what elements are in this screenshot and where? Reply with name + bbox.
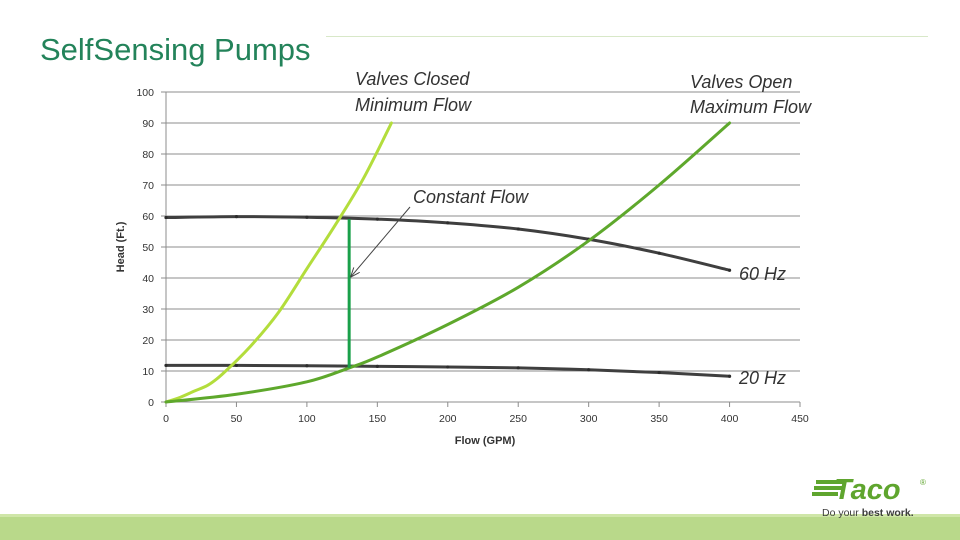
data-point-marker [657,370,661,375]
y-tick-label: 40 [142,273,154,285]
y-tick-label: 0 [148,397,154,409]
axes: 0 10 20 30 40 50 60 70 80 90 100 0 50 100 150 200 250 300… [115,87,809,447]
constant-flow-label: Constant Flow [413,187,529,207]
y-tick-label: 20 [142,335,154,347]
y-tick-label: 10 [142,366,154,378]
minimum-flow-label: Minimum Flow [355,95,472,115]
data-point-marker [727,268,732,272]
series-60hz-line [164,215,732,272]
footer-band [0,514,960,540]
label-20-hz: 20 Hz [738,368,786,388]
title-divider [326,36,928,37]
y-tick-label: 80 [142,149,154,161]
y-tick-label: 30 [142,304,154,316]
data-point-marker [587,368,591,372]
y-tick-label: 60 [142,211,154,223]
x-tick-label: 0 [163,413,169,425]
x-axis-title: Flow (GPM) [455,435,516,447]
data-point-marker [164,215,168,220]
taco-logo: Taco ® Do your best work. [812,474,932,519]
x-tick-label: 400 [721,413,739,425]
x-tick-label: 150 [369,413,387,425]
label-60-hz: 60 Hz [739,264,786,284]
data-point-marker [446,221,450,225]
data-point-marker [234,363,239,368]
logo-registered-mark: ® [920,478,926,487]
constant-flow-arrow [351,206,411,276]
series-valves-open-line [164,121,732,404]
data-point-marker [375,217,379,221]
data-point-marker [446,365,450,369]
gridlines [166,91,800,403]
footer-band-highlight [0,514,960,517]
maximum-flow-label: Maximum Flow [690,97,812,117]
logo-stripes-icon [812,480,846,496]
logo-tagline-start: Do your [822,507,862,519]
y-tick-label: 50 [142,242,154,254]
y-tick-label: 70 [142,180,154,192]
x-tick-label: 200 [439,413,457,425]
data-point-marker [657,251,661,255]
data-point-marker [234,215,239,219]
x-tick-label: 100 [298,413,316,425]
data-point-marker [164,363,168,368]
x-tick-label: 50 [231,413,243,425]
x-tick-label: 450 [791,413,809,425]
logo-wordmark: Taco [834,474,901,506]
logo-tagline: Do your best work. [822,507,914,519]
x-tick-label: 300 [580,413,598,425]
y-tick-label: 100 [136,87,154,99]
data-point-marker [727,374,732,378]
data-point-marker [305,215,309,219]
data-point-marker [375,364,379,368]
data-point-marker [516,227,520,231]
x-tick-label: 250 [509,413,527,425]
data-point-marker [305,364,309,368]
x-tick-label: 350 [650,413,668,425]
y-tick-label: 90 [142,118,154,130]
logo-tagline-bold: best work. [861,507,914,519]
y-axis-title: Head (Ft.) [115,221,127,272]
slide-title: SelfSensing Pumps [40,32,311,67]
annotations: Valves Closed Minimum Flow Valves Open Maxi… [351,69,812,388]
valves-closed-label: Valves Closed [355,69,470,89]
series-valves-closed-line [164,121,393,404]
data-point-marker [516,366,520,370]
series-lines [164,121,732,404]
valves-open-label: Valves Open [690,72,792,92]
